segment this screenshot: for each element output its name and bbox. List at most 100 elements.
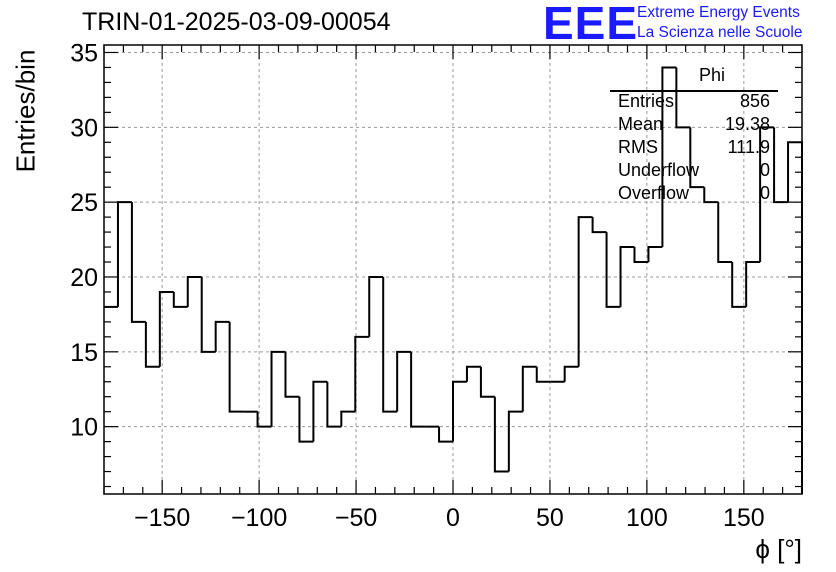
- brand-line-2: La Scienza nelle Scuole: [637, 24, 803, 41]
- histogram-bin: [172, 291, 188, 308]
- histogram-bin-step: [605, 232, 621, 308]
- x-axis-label: ϕ [°]: [755, 534, 802, 564]
- histogram-bin-step: [521, 365, 537, 412]
- histogram-bin: [452, 380, 467, 442]
- histogram-bin-step: [186, 275, 202, 307]
- stats-value: 856: [739, 91, 770, 111]
- histogram-bin: [326, 381, 342, 428]
- histogram-bin: [340, 410, 356, 427]
- histogram-bin-step: [396, 350, 412, 412]
- y-tick-label: 10: [70, 414, 98, 442]
- histogram-bin-step: [270, 350, 286, 427]
- grid-lines: [104, 45, 802, 494]
- stats-value: 111.9: [727, 137, 770, 157]
- histogram-bin-step: [675, 67, 691, 129]
- y-tick-label: 25: [70, 189, 98, 217]
- histogram-bin-step: [773, 127, 789, 204]
- histogram-bin-step: [200, 276, 216, 353]
- stats-value: 0: [759, 183, 770, 203]
- histogram-bin: [465, 365, 481, 382]
- histogram-bin: [368, 275, 384, 337]
- histogram-bin-step: [465, 365, 481, 382]
- brand-line-1: Extreme Energy Events: [637, 4, 800, 21]
- histogram-bin: [703, 187, 719, 204]
- y-tick-label: 30: [70, 114, 98, 142]
- histogram-bin: [535, 366, 551, 383]
- y-axis-label: Entries/bin: [10, 49, 41, 173]
- x-tick-label: 50: [536, 504, 564, 532]
- stats-row-underflow: Underflow 0: [606, 159, 778, 182]
- y-tick-label: 20: [70, 264, 98, 292]
- histogram-bin-step: [172, 291, 188, 308]
- x-tick-label: −150: [134, 504, 190, 532]
- histogram-bin-step: [535, 366, 551, 383]
- stats-box-divider: [610, 90, 778, 92]
- histogram-bin: [312, 380, 328, 442]
- y-tick-label: 35: [70, 39, 98, 67]
- histogram-bin-step: [563, 365, 579, 382]
- histogram-bin: [144, 321, 160, 368]
- eee-logo: EEE: [543, 0, 639, 49]
- histogram-bin: [158, 290, 174, 367]
- stats-key: Mean: [618, 114, 664, 134]
- histogram-bin: [228, 321, 244, 413]
- stats-key: Underflow: [618, 160, 700, 180]
- stats-value: 19.38: [724, 114, 770, 134]
- histogram-bin: [130, 202, 146, 323]
- stats-row-overflow: Overflow 0: [606, 182, 778, 205]
- stats-row-mean: Mean 19.38: [606, 113, 778, 136]
- histogram-bin-step: [256, 411, 272, 428]
- histogram-bin: [382, 276, 398, 413]
- histogram-bin-step: [382, 276, 398, 413]
- histogram-bin: [200, 276, 216, 353]
- y-axis-label-wrap: Entries/bin: [6, 40, 46, 182]
- stats-row-rms: RMS 111.9: [606, 136, 778, 159]
- histogram-bin: [354, 335, 370, 412]
- stats-key: RMS: [618, 137, 658, 157]
- histogram-bin: [773, 127, 789, 204]
- histogram-bin-step: [689, 127, 705, 189]
- histogram-bin: [493, 396, 509, 473]
- x-tick-label: −100: [231, 504, 287, 532]
- x-tick-label: 100: [626, 504, 668, 532]
- chart-title: TRIN-01-2025-03-09-00054: [82, 8, 391, 36]
- histogram-bin-step: [633, 247, 649, 264]
- histogram-bin: [717, 202, 733, 264]
- stats-row-entries: Entries 856: [606, 90, 778, 113]
- histogram-bin: [521, 365, 537, 412]
- histogram-bin: [633, 247, 649, 264]
- histogram-bin-step: [577, 216, 593, 367]
- histogram-bin-step: [298, 396, 314, 443]
- histogram-bin: [479, 366, 495, 398]
- histogram-bin-step: [745, 261, 761, 307]
- stats-key: Entries: [618, 91, 675, 111]
- y-tick-label: 15: [70, 339, 98, 367]
- histogram-bin-step: [410, 351, 426, 428]
- histogram-bin: [396, 350, 412, 412]
- histogram-bin: [410, 351, 426, 428]
- histogram-bin: [647, 246, 663, 263]
- x-tick-label: −50: [335, 504, 377, 532]
- histogram-bin: [563, 365, 579, 382]
- histogram-bin-step: [759, 126, 775, 263]
- histogram-bin-step: [228, 321, 244, 413]
- histogram-bin-step: [717, 202, 733, 264]
- histogram-bin-step: [368, 275, 384, 337]
- stats-box: Phi Entries 856 Mean 19.38 RMS 111.9 Und…: [606, 60, 778, 210]
- stats-value: 0: [759, 160, 770, 180]
- histogram-bin-step: [130, 202, 146, 323]
- stats-key: Overflow: [618, 183, 690, 203]
- histogram-bin: [577, 216, 593, 367]
- histogram-bin: [298, 396, 314, 443]
- histogram-bin-step: [619, 246, 635, 307]
- histogram-bin-step: [703, 187, 719, 204]
- histogram-bin: [619, 246, 635, 307]
- histogram-bin: [270, 350, 286, 427]
- histogram-bin: [214, 320, 230, 352]
- histogram-bin-step: [354, 335, 370, 412]
- histogram-bin-step: [452, 380, 467, 442]
- histogram-bin-step: [312, 380, 328, 442]
- histogram-bin-step: [731, 262, 747, 308]
- histogram-bin-step: [661, 66, 677, 248]
